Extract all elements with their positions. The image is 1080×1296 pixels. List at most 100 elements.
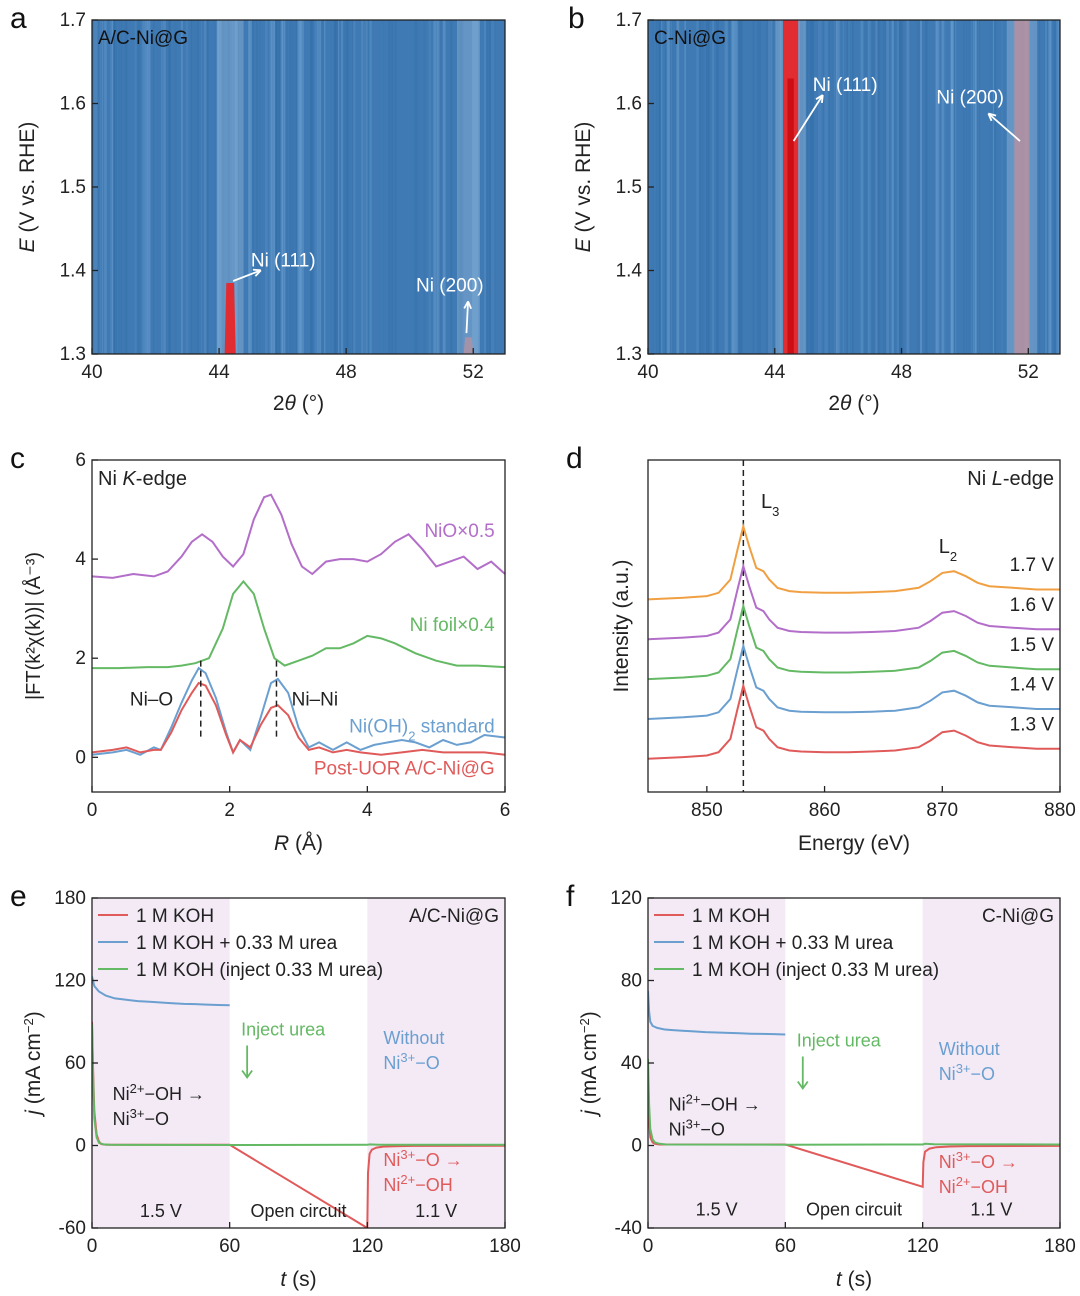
heatmap-streak <box>273 20 277 354</box>
heatmap-streak <box>768 20 772 354</box>
heatmap-streak <box>708 20 710 354</box>
heatmap-streak <box>898 20 900 354</box>
heatmap-streak <box>391 20 394 354</box>
text-span: (mA cm <box>578 1033 601 1110</box>
heatmap-streak <box>729 20 731 354</box>
y-tick-label: 1.7 <box>616 10 642 31</box>
process-annotation: Ni3+−O <box>113 1106 169 1130</box>
heatmap-background <box>648 20 1060 354</box>
heatmap-streak <box>104 20 107 354</box>
edge-label: L3 <box>761 491 779 519</box>
heatmap-streak <box>439 20 443 354</box>
legend-entry: 1 M KOH + 0.33 M urea <box>136 933 338 954</box>
panel-title: C-Ni@G <box>654 28 726 49</box>
text-span: L <box>992 468 1003 490</box>
shaded-region <box>648 898 786 1228</box>
plot-area <box>92 976 505 1228</box>
heatmap-streak <box>321 20 322 354</box>
heatmap-streak <box>428 20 432 354</box>
text-span: Ni–O <box>130 689 173 710</box>
arrow-head <box>463 300 472 310</box>
text-span: L <box>939 536 950 558</box>
heatmap-streak <box>770 20 772 354</box>
annotation-arrow <box>792 94 824 142</box>
heatmap-streak <box>353 20 355 354</box>
peak-annotation: Ni (200) <box>936 88 1004 109</box>
text-span: 1.5 V <box>140 1201 182 1221</box>
text-span: Ni–Ni <box>292 689 338 710</box>
process-annotation: Ni3+−O → <box>383 1147 462 1171</box>
text-span: 1.1 V <box>970 1200 1012 1220</box>
heatmap-streak <box>865 20 867 354</box>
y-tick-label: 2 <box>75 648 86 669</box>
heatmap-streak <box>275 20 278 354</box>
series-line <box>92 579 506 670</box>
heatmap-streak <box>234 20 238 354</box>
process-annotation: Ni2+−OH <box>939 1174 1008 1198</box>
heatmap-streak <box>942 20 946 354</box>
heatmap-streak <box>823 20 827 354</box>
heatmap-streak <box>228 20 230 354</box>
text-span: 1.1 V <box>415 1201 457 1221</box>
heatmap-streak <box>275 20 278 354</box>
panel-title: Ni K-edge <box>98 468 187 490</box>
heatmap-streak <box>768 20 773 354</box>
heatmap-streak <box>361 20 364 354</box>
text-span: Ni <box>98 468 122 490</box>
heatmap-streak <box>1045 20 1047 354</box>
x-tick-label: 60 <box>219 1236 240 1257</box>
heatmap-streak <box>147 20 151 354</box>
heatmap-streak <box>442 20 446 354</box>
heatmap-streak <box>817 20 818 354</box>
process-annotation: Open circuit <box>250 1201 346 1221</box>
panel-title: C-Ni@G <box>982 906 1054 927</box>
series-label: 1.6 V <box>1010 595 1055 616</box>
text-span: −O → <box>971 1152 1019 1172</box>
heatmap-streak <box>161 20 163 354</box>
heatmap-streak <box>436 20 441 354</box>
series-line <box>91 681 506 756</box>
x-tick-label: 120 <box>907 1236 939 1257</box>
heatmap-streak <box>459 20 463 354</box>
text-span: Ni <box>967 468 991 490</box>
y-tick-label: 1.3 <box>616 344 642 365</box>
heatmap-streak <box>191 20 196 354</box>
heatmap-streak <box>364 20 369 354</box>
text-span: ) <box>22 1011 45 1018</box>
process-annotation: Ni2+−OH → <box>669 1091 761 1115</box>
x-tick-label: 40 <box>637 362 658 383</box>
heatmap-streak <box>277 20 282 354</box>
x-tick-label: 44 <box>209 362 231 383</box>
heatmap-streak <box>696 20 699 354</box>
heatmap-streak <box>665 20 670 354</box>
text-span: NiO×0.5 <box>424 521 494 542</box>
heatmap-streak <box>352 20 355 354</box>
annotation-arrow <box>987 112 1021 142</box>
heatmap-streak <box>363 20 365 354</box>
heatmap-streak <box>873 20 876 354</box>
y-tick-label: -40 <box>615 1218 642 1239</box>
heatmap-streak <box>661 20 663 354</box>
text-span: (s) <box>842 1268 872 1291</box>
peak-column <box>224 283 236 354</box>
heatmap-streak <box>249 20 250 354</box>
text-span: L <box>761 491 772 513</box>
heatmap-streak <box>810 20 814 354</box>
text-span: (mA cm <box>22 1033 45 1110</box>
heatmap-streak <box>237 20 240 354</box>
heatmap-streak <box>347 20 349 354</box>
process-annotation: Open circuit <box>806 1200 902 1220</box>
x-tick-label: 48 <box>891 362 912 383</box>
heatmap-streak <box>221 20 225 354</box>
heatmap-streak <box>109 20 114 354</box>
legend-entry: 1 M KOH + 0.33 M urea <box>692 933 894 954</box>
heatmap-streak <box>294 20 298 354</box>
y-axis-label: Intensity (a.u.) <box>610 559 633 692</box>
heatmap-streak <box>144 20 148 354</box>
y-tick-label: 120 <box>610 888 642 909</box>
text-span: R <box>274 832 289 855</box>
series-line <box>648 1083 1060 1189</box>
text-span: −O → <box>415 1150 463 1170</box>
heatmap-streak <box>273 20 275 354</box>
